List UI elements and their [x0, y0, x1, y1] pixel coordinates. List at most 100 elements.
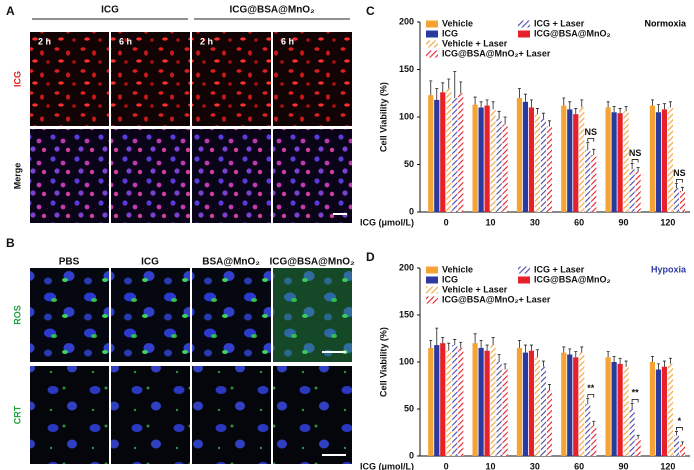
error-bar: [650, 99, 654, 106]
error-bar: [630, 402, 634, 409]
error-bar: [503, 116, 507, 125]
x-axis-label: ICG (μmol/L): [360, 461, 414, 470]
error-bar: [547, 384, 551, 391]
legend-label: ICG@BSA@MnO₂: [534, 274, 611, 284]
bar: [516, 98, 523, 212]
error-bar: [541, 360, 545, 367]
bar: [528, 107, 535, 212]
error-bar: [656, 363, 660, 370]
bar: [567, 109, 573, 212]
row-label: ROS: [12, 305, 22, 325]
bar: [585, 150, 591, 212]
bar: [605, 357, 611, 456]
annotation: *: [678, 416, 682, 426]
legend-swatch: [518, 30, 530, 38]
error-bar: [485, 99, 489, 106]
legend-swatch: [426, 40, 438, 48]
bar: [490, 109, 496, 212]
error-bar: [562, 97, 566, 106]
bar: [496, 118, 502, 212]
micrograph: [192, 32, 271, 126]
y-tick-label: 150: [399, 309, 414, 319]
legend-swatch: [426, 286, 438, 294]
legend-swatch: [426, 30, 438, 38]
significance-bracket: [676, 179, 683, 183]
error-bar: [473, 333, 477, 344]
error-bar: [453, 339, 457, 346]
error-bar: [517, 339, 521, 348]
error-bar: [479, 339, 483, 348]
bar: [534, 357, 541, 456]
legend-swatch: [426, 50, 438, 58]
bar: [611, 362, 617, 456]
legend-label: Vehicle: [442, 18, 473, 28]
error-bar: [580, 99, 584, 108]
bar: [649, 362, 656, 456]
significance-bracket: [587, 394, 595, 398]
legend-label: ICG + Laser: [534, 264, 585, 274]
annotation: NS: [673, 168, 686, 178]
time-label: 2 h: [200, 36, 213, 46]
micrograph: [273, 32, 352, 126]
error-bar: [618, 357, 622, 364]
column-group: ICG@BSA@MnO₂: [229, 5, 314, 16]
bar: [585, 404, 591, 456]
bar: [546, 126, 553, 212]
row-label: CRT: [12, 405, 22, 424]
error-bar: [435, 88, 439, 100]
x-tick-label: 10: [485, 217, 495, 227]
y-tick-label: 0: [409, 450, 414, 460]
x-tick-label: 30: [530, 217, 540, 227]
bar: [579, 107, 585, 212]
bar: [617, 113, 623, 212]
bar: [522, 101, 529, 212]
bar: [502, 369, 508, 456]
y-tick-label: 50: [404, 159, 414, 169]
column-label: PBS: [59, 257, 80, 268]
micrograph: [111, 366, 190, 464]
panel-label: A: [6, 4, 15, 18]
column-label: BSA@MnO₂: [202, 257, 260, 268]
error-bar: [459, 341, 463, 348]
error-bar: [529, 99, 533, 108]
legend-swatch: [518, 20, 530, 28]
legend-label: ICG@BSA@MnO₂: [534, 28, 611, 38]
bar: [679, 444, 686, 456]
legend-label: Vehicle: [442, 264, 473, 274]
micrograph: [30, 366, 109, 464]
error-bar: [656, 104, 660, 113]
column-group: ICG: [101, 5, 119, 16]
error-bar: [497, 110, 501, 119]
bar: [478, 107, 484, 212]
bar: [440, 343, 446, 456]
error-bar: [612, 355, 616, 362]
error-bar: [568, 348, 572, 355]
error-bar: [523, 93, 527, 102]
legend-label: Vehicle + Laser: [442, 38, 508, 48]
error-bar: [662, 103, 666, 110]
error-bar: [674, 183, 678, 189]
error-bar: [668, 357, 672, 364]
time-label: 2 h: [38, 36, 51, 46]
micrograph: [273, 129, 352, 223]
bar: [534, 114, 541, 212]
bar: [661, 109, 668, 212]
bar: [452, 345, 458, 456]
error-bar: [491, 101, 495, 110]
error-bar: [674, 431, 678, 436]
bar: [446, 88, 452, 212]
legend-swatch: [426, 276, 438, 284]
bar: [478, 347, 484, 456]
error-bar: [606, 351, 610, 358]
time-label: 6 h: [119, 36, 132, 46]
significance-bracket: [631, 398, 639, 403]
bar: [484, 105, 490, 212]
bar: [629, 409, 635, 456]
x-tick-label: 120: [660, 461, 675, 470]
error-bar: [517, 88, 521, 98]
error-bar: [447, 342, 451, 351]
bar: [502, 124, 508, 212]
panel-label: C: [366, 4, 375, 18]
significance-bracket: [676, 427, 683, 431]
